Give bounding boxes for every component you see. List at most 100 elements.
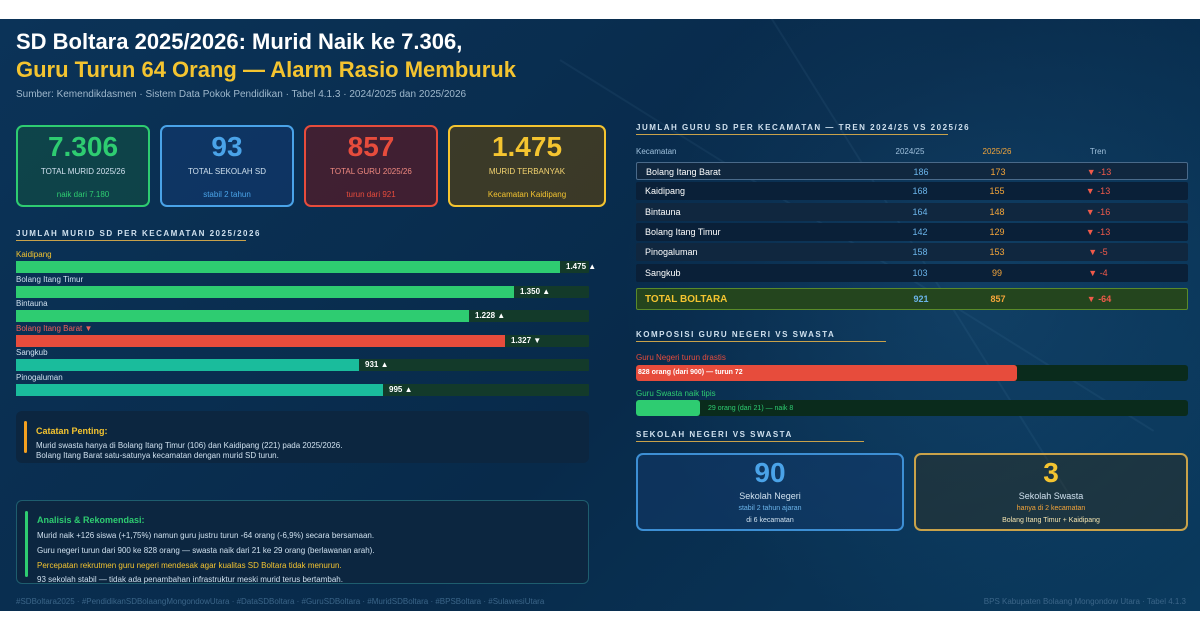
table-row: Bintauna 164 148 ▼ -16 [636,202,1188,221]
row-2025: 153 [989,247,1005,258]
table-header-2025: 2025/26 [982,147,1012,156]
row-2024: 164 [912,206,928,217]
kpi-label: TOTAL GURU 2025/26 [330,167,412,176]
murid-bar-value: 995 ▲ [389,385,413,394]
sekolah-swasta-sub2: Bolang Itang Timur + Kaidipang [1002,517,1100,524]
table-header-tren: Tren [1089,147,1107,156]
murid-bar-value: 1.475 ▲ [566,262,597,271]
infographic-canvas: SD Boltara 2025/2026: Murid Naik ke 7.30… [0,19,1200,611]
row-tren: ▼ -13 [1085,186,1111,197]
table-header-2024: 2024/25 [895,147,925,156]
murid-bar-track: 1.350 ▲ [16,285,589,298]
kpi-label: MURID TERBANYAK [488,167,566,176]
sekolah-swasta-card: 3 Sekolah Swasta hanya di 2 kecamatan Bo… [914,453,1188,531]
row-2024: 186 [913,167,929,177]
total-label: TOTAL BOLTARA [645,294,728,305]
row-2025: 99 [991,267,1002,278]
kpi-value: 1.475 [491,131,563,162]
row-kecamatan: Sangkub [645,267,681,278]
murid-bar-value: 931 ▲ [365,360,389,370]
kpi-card-murid-terbanyak: 1.475 MURID TERBANYAK Kecamatan Kaidipan… [448,125,606,207]
table-header-kecamatan: Kecamatan [636,147,677,156]
table-row: Bolang Itang Barat 186 173 ▼ -13 [636,162,1188,180]
murid-bar [16,359,359,372]
row-kecamatan: Bolang Itang Barat [646,167,721,177]
kpi-value: 857 [347,131,395,162]
source-note: Sumber: Kemendikdasmen · Sistem Data Pok… [16,89,467,100]
komposisi-section-heading: KOMPOSISI GURU NEGERI VS SWASTA [636,330,836,339]
murid-section-heading: JUMLAH MURID SD PER KECAMATAN 2025/2026 [16,229,261,238]
row-tren: ▼ -13 [1085,226,1111,237]
sekolah-negeri-card: 90 Sekolah Negeri stabil 2 tahun ajaran … [636,453,904,531]
row-kecamatan: Kaidipang [645,186,686,197]
section-underline [636,134,948,135]
swasta-bar-fill [636,400,700,416]
murid-bar [16,285,514,298]
page-title-line1: SD Boltara 2025/2026: Murid Naik ke 7.30… [16,29,463,54]
row-2024: 158 [912,247,928,258]
kpi-label: TOTAL SEKOLAH SD [187,167,267,176]
murid-bar [16,261,560,273]
murid-bar [16,310,469,323]
sekolah-section-heading: SEKOLAH NEGERI VS SWASTA [636,430,793,439]
row-tren: ▼ -16 [1085,206,1111,217]
guru-section-heading: JUMLAH GURU SD PER KECAMATAN — TREN 2024… [636,123,971,132]
negeri-bar-fill [636,365,1017,381]
row-2025: 155 [989,186,1005,197]
murid-bar-track: 995 ▲ [16,384,589,396]
catatan-line1: Murid swasta hanya di Bolang Itang Timur… [36,441,343,450]
table-row: Sangkub 103 99 ▼ -4 [636,263,1188,282]
sekolah-negeri-label: Sekolah Negeri [739,491,801,501]
sekolah-swasta-label: Sekolah Swasta [1018,491,1084,501]
catatan-box: Catatan Penting: Murid swasta hanya di B… [16,411,589,463]
row-kecamatan: Bintauna [645,206,681,217]
sekolah-negeri-sub2: di 6 kecamatan [746,517,794,524]
row-kecamatan: Pinogaluman [645,247,698,258]
murid-bar-track: 1.475 ▲ [16,261,596,273]
row-kecamatan: Bolang Itang Timur [645,226,721,237]
row-2024: 142 [912,226,928,237]
murid-bar-label: Bolang Itang Timur [16,274,84,284]
kpi-sub: stabil 2 tahun [203,190,251,199]
row-tren: ▼ -4 [1088,267,1108,278]
analisis-line4: 93 sekolah stabil — tidak ada penambahan… [37,575,343,584]
kpi-card-total-sekolah: 93 TOTAL SEKOLAH SD stabil 2 tahun [160,125,294,207]
table-row: Kaidipang 168 155 ▼ -13 [636,182,1188,201]
murid-bar-label: Bintauna [16,299,48,309]
sekolah-swasta-sub1: hanya di 2 kecamatan [1016,505,1086,512]
row-2024: 103 [912,267,928,278]
page-title-line2: Guru Turun 64 Orang — Alarm Rasio Membur… [16,57,516,82]
negeri-bar-track: 828 orang (dari 900) — turun 72 [636,365,1188,381]
murid-bar-label: Bolang Itang Barat ▼ [16,323,93,333]
murid-bar-track: 1.228 ▲ [16,310,589,323]
murid-bar-value: 1.327 ▼ [511,335,542,345]
total-2024: 921 [913,294,929,304]
analisis-line1: Murid naik +126 siswa (+1,75%) namun gur… [37,531,375,540]
murid-bar-label: Sangkub [16,348,48,358]
total-tren: ▼ -64 [1086,294,1112,304]
murid-bar-label: Pinogaluman [16,373,63,382]
negeri-bar-text: 828 orang (dari 900) — turun 72 [638,369,743,376]
row-tren: ▼ -5 [1088,247,1108,258]
kpi-sub: turun dari 921 [346,190,396,199]
murid-bar [16,334,505,347]
murid-bar-value: 1.350 ▲ [520,286,551,296]
kpi-value: 93 [211,131,243,162]
accent-bar [25,511,28,577]
table-row: Bolang Itang Timur 142 129 ▼ -13 [636,222,1188,241]
sekolah-swasta-value: 3 [1043,457,1059,488]
row-2025: 173 [990,167,1006,177]
murid-bar [16,384,383,396]
murid-bar-value: 1.228 ▲ [475,311,506,321]
swasta-label: Guru Swasta naik tipis [636,389,716,398]
negeri-label: Guru Negeri turun drastis [636,353,726,362]
table-row: Pinogaluman 158 153 ▼ -5 [636,243,1188,262]
section-underline [636,341,886,342]
accent-bar [24,421,27,453]
kpi-card-total-guru: 857 TOTAL GURU 2025/26 turun dari 921 [304,125,438,207]
analisis-box: Analisis & Rekomendasi: Murid naik +126 … [16,500,589,584]
section-underline [636,441,864,442]
row-2024: 168 [912,186,928,197]
table-total-row: TOTAL BOLTARA 921 857 ▼ -64 [636,288,1188,310]
catatan-line2: Bolang Itang Barat satu-satunya kecamata… [36,451,279,460]
